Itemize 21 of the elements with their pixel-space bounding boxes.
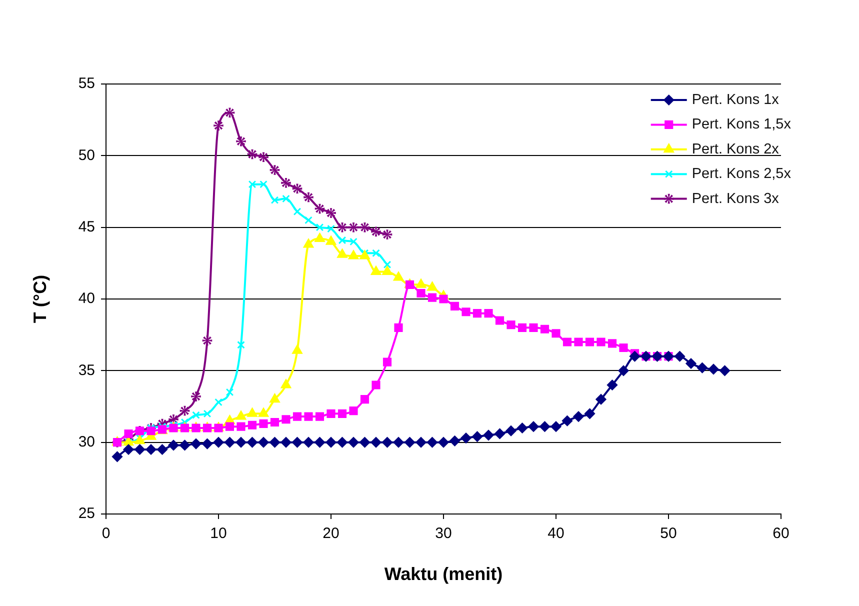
y-tick-label: 30 (78, 433, 95, 450)
legend-label: Pert. Kons 2,5x (692, 166, 792, 182)
x-tick-label: 30 (435, 525, 452, 542)
y-tick-label: 35 (78, 362, 95, 379)
y-tick-label: 45 (78, 218, 95, 236)
x-tick-label: 10 (210, 525, 227, 542)
x-tick-label: 40 (548, 525, 564, 542)
x-tick-label: 50 (660, 525, 677, 542)
y-tick-label: 25 (78, 505, 95, 522)
legend-label: Pert. Kons 1x (692, 92, 780, 108)
legend-label: Pert. Kons 2x (692, 141, 780, 158)
x-tick-label: 20 (322, 525, 340, 542)
x-tick-label: 60 (772, 525, 790, 542)
y-tick-label: 40 (78, 290, 95, 308)
legend-label: Pert. Kons 3x (692, 190, 780, 207)
y-tick-label: 55 (78, 75, 95, 92)
y-tick-label: 50 (78, 146, 95, 164)
y-axis-title: T (°C) (30, 274, 50, 324)
x-tick-label: 0 (102, 525, 110, 542)
legend-label: Pert. Kons 1,5x (692, 116, 792, 133)
x-axis-title: Waktu (menit) (384, 564, 503, 584)
